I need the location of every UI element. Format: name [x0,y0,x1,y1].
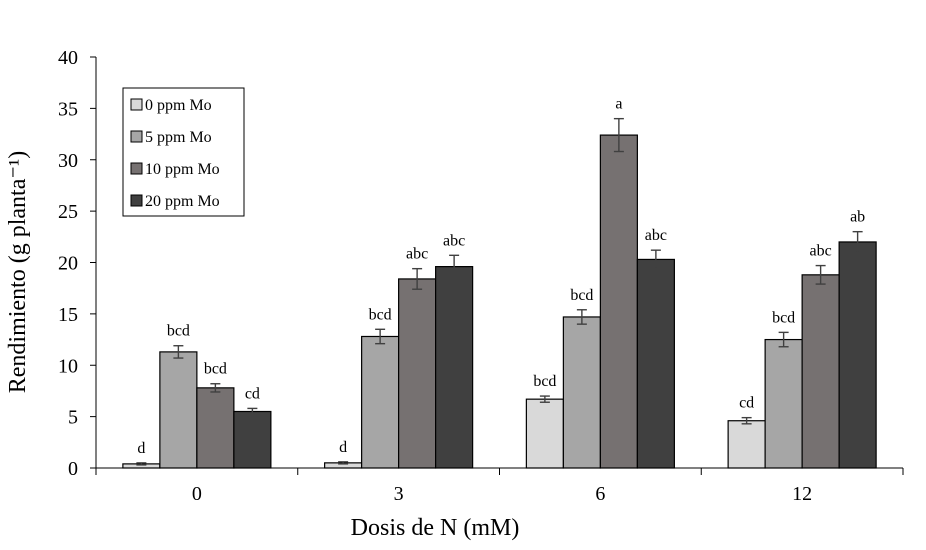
significance-letter: abc [406,246,428,263]
bar [361,335,400,469]
bar [196,387,235,469]
y-tick-label: 30 [58,150,78,172]
y-tick-label: 35 [58,98,78,120]
bar [525,398,564,469]
significance-letter: ab [850,209,865,226]
legend-label: 10 ppm Mo [145,161,220,178]
bar [599,134,638,469]
y-tick-label: 0 [68,458,78,480]
x-ticks: 0 3 6 12 [95,468,904,505]
significance-letter: d [137,440,145,457]
significance-letter: abc [810,243,832,260]
significance-letter: a [615,96,622,113]
legend-label: 5 ppm Mo [145,129,212,146]
bars [122,134,877,469]
bar [636,258,675,469]
legend-swatch [130,130,143,143]
y-tick-label: 5 [68,407,78,429]
error-bars [136,117,863,466]
significance-letter: d [339,439,347,456]
legend-box [122,87,245,217]
bar [764,338,803,469]
bar [233,410,272,469]
y-axis-title: Rendimiento (g planta⁻¹) [5,151,31,393]
significance-letter: cd [245,385,260,402]
significance-letter: bcd [570,287,593,304]
y-tick-label: 25 [58,201,78,223]
legend-swatch [130,98,143,111]
significance-letter: bcd [369,306,392,323]
x-tick-label: 12 [792,483,812,505]
significance-letter: cd [739,395,754,412]
significance-letter: bcd [204,361,227,378]
x-tick-label: 0 [192,483,202,505]
legend-label: 0 ppm Mo [145,97,212,114]
y-tick-label: 20 [58,253,78,275]
x-tick-label: 3 [394,483,404,505]
bar [727,420,766,469]
y-ticks: 0 5 10 15 20 25 30 35 40 [58,47,96,480]
significance-letter: bcd [533,373,556,390]
legend-swatch [130,162,143,175]
legend-swatch [130,194,143,207]
bar [435,266,474,469]
x-tick-label: 6 [595,483,605,505]
bar [398,278,437,469]
significance-letter: bcd [772,309,795,326]
y-tick-label: 15 [58,304,78,326]
y-tick-label: 40 [58,47,78,69]
bar [838,241,877,469]
significance-letter: abc [443,232,465,249]
x-axis-title: Dosis de N (mM) [351,515,520,541]
bar [159,351,198,469]
legend-label: 20 ppm Mo [145,193,220,210]
bar [801,274,840,469]
y-tick-label: 10 [58,355,78,377]
legend: 0 ppm Mo 5 ppm Mo 10 ppm Mo 20 ppm Mo [122,87,245,217]
significance-letter: abc [645,227,667,244]
bar [562,316,601,469]
significance-letter: bcd [167,323,190,340]
